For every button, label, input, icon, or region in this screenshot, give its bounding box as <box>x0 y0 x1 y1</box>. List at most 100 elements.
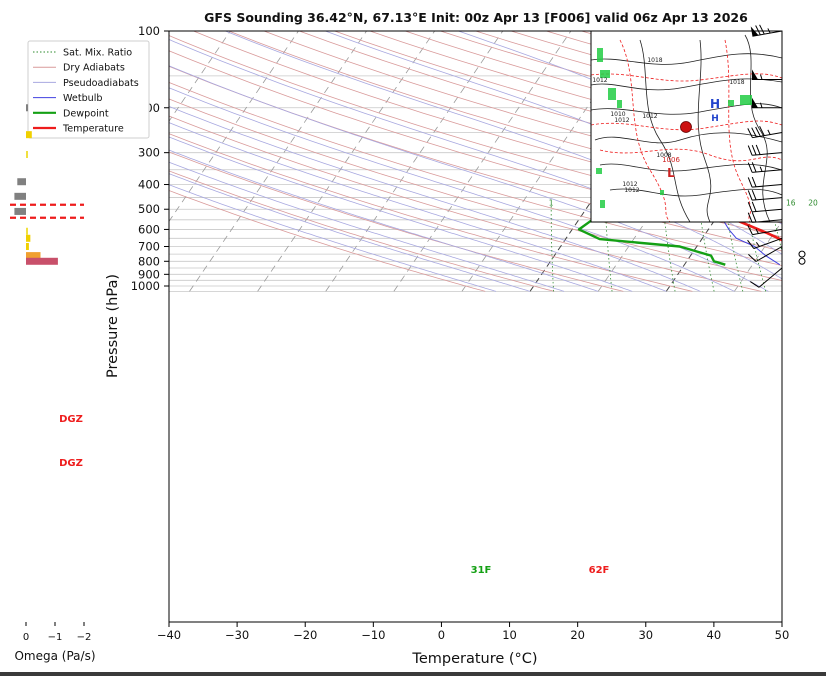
plot-area: 1246810131620243036 −40−30−20−1001020304… <box>105 24 826 667</box>
map-thickness-line <box>599 148 782 162</box>
map-label: 1012 <box>614 117 629 124</box>
map-precip-patch <box>608 88 616 100</box>
surface-value-labels: 31F 62F <box>471 565 610 576</box>
calm-wind-circle <box>798 250 806 258</box>
dry-adiabat-line <box>169 35 782 224</box>
barb-full-feather <box>747 201 753 213</box>
x-tick-label: 40 <box>707 628 722 642</box>
wind-barb <box>798 257 806 265</box>
mixing-ratio-line <box>550 204 554 292</box>
wind-barb <box>748 246 783 262</box>
map-label: 1018 <box>729 79 744 86</box>
barb-half-feather <box>760 102 763 108</box>
pseudoadiabat-line <box>169 149 599 292</box>
barb-full-feather <box>747 162 753 173</box>
mixing-ratio-line <box>724 204 744 292</box>
map-isobar <box>599 163 782 172</box>
mixing-ratio-label: 1 <box>549 198 554 207</box>
isotherm-line <box>169 31 299 223</box>
omega-bar <box>26 104 28 112</box>
map-label: 1006 <box>662 156 680 164</box>
wind-barb <box>750 267 783 288</box>
pseudoadiabat-line <box>169 122 667 292</box>
temperature-surface-label: 62F <box>589 565 610 576</box>
barb-full-feather <box>751 145 757 156</box>
dry-adiabat-line <box>169 190 486 292</box>
map-precip-patch <box>600 70 610 78</box>
map-isobar <box>609 188 782 197</box>
dry-adiabat-line <box>228 31 782 198</box>
barb-half-feather <box>755 228 759 234</box>
mixing-ratio-label: 20 <box>808 198 818 207</box>
pseudoadiabat-line <box>169 161 565 292</box>
map-label: 1012 <box>642 113 657 120</box>
barb-full-feather <box>755 126 761 137</box>
pseudoadiabat-line <box>169 39 782 280</box>
pseudoadiabat-line <box>225 31 782 255</box>
x-axis-ticks: −40 −30 −20 −10 0 10 20 30 40 50 <box>157 622 789 642</box>
omega-axis-label: Omega (Pa/s) <box>14 649 95 663</box>
wind-barb <box>752 97 782 109</box>
barb-full-feather <box>751 212 757 223</box>
pseudoadiabat-line <box>169 65 769 292</box>
pseudoadiabat-line <box>169 87 735 292</box>
omega-bar <box>26 234 31 242</box>
x-tick-label: −30 <box>225 628 249 642</box>
legend: Sat. Mix. Ratio Dry Adiabats Pseudoadiabat… <box>27 40 150 139</box>
barb-staff <box>752 197 783 201</box>
inset-map-frame <box>590 30 783 223</box>
mixing-ratio-line <box>814 205 826 292</box>
omega-tick-label: −2 <box>77 632 92 643</box>
dgz-label-top: DGZ <box>59 414 83 425</box>
mixing-ratio-label: 16 <box>786 198 796 207</box>
barb-half-feather <box>760 74 763 80</box>
y-axis-ticks: 1002003004005006007008009001000 <box>131 24 169 293</box>
map-label: H <box>711 114 719 124</box>
barb-full-feather <box>751 127 757 138</box>
barb-staff <box>753 237 783 250</box>
omega-bar <box>14 207 26 215</box>
barb-half-feather <box>767 28 771 34</box>
barb-staff <box>752 208 783 213</box>
map-isobar <box>744 34 771 222</box>
plot-frame <box>168 30 783 623</box>
pseudoadiabat-line <box>169 136 633 292</box>
x-tick-label: 50 <box>775 628 790 642</box>
barb-full-feather <box>747 177 753 188</box>
omega-bar <box>26 257 58 265</box>
barb-pennant <box>752 97 758 108</box>
isotherm-line <box>734 220 782 292</box>
pseudoadiabat-line <box>169 184 497 292</box>
omega-tick-label: 0 <box>23 632 29 643</box>
dry-adiabat-line <box>169 151 624 292</box>
isotherm-line <box>393 31 572 292</box>
map-label: 1012 <box>592 77 607 84</box>
barb-full-feather <box>759 24 765 35</box>
barb-half-feather <box>767 129 771 135</box>
legend-entry-label: Sat. Mix. Ratio <box>63 48 132 59</box>
barb-full-feather <box>748 253 757 262</box>
map-label: 1012 <box>622 181 637 188</box>
map-isobar <box>591 53 782 65</box>
barb-pennant <box>752 69 758 80</box>
barb-staff <box>752 228 783 236</box>
map-label: L <box>667 166 675 180</box>
pseudoadiabat-line <box>169 173 531 292</box>
map-label: 1018 <box>647 57 662 64</box>
dgz-label-bottom: DGZ <box>59 458 83 469</box>
barb-half-feather <box>759 166 763 172</box>
barb-full-feather <box>759 126 765 136</box>
map-precip-patch <box>596 168 602 174</box>
y-tick-label: 400 <box>138 178 160 192</box>
background-lines <box>169 31 826 292</box>
map-precip-patch <box>728 100 734 106</box>
legend-entry-label: Wetbulb <box>63 93 103 104</box>
barb-full-feather <box>750 281 760 288</box>
dry-adiabat-line <box>169 170 555 292</box>
omega-bar <box>17 178 26 186</box>
y-tick-label: 500 <box>138 202 160 216</box>
barb-half-feather <box>755 242 760 247</box>
legend-box <box>27 40 150 139</box>
